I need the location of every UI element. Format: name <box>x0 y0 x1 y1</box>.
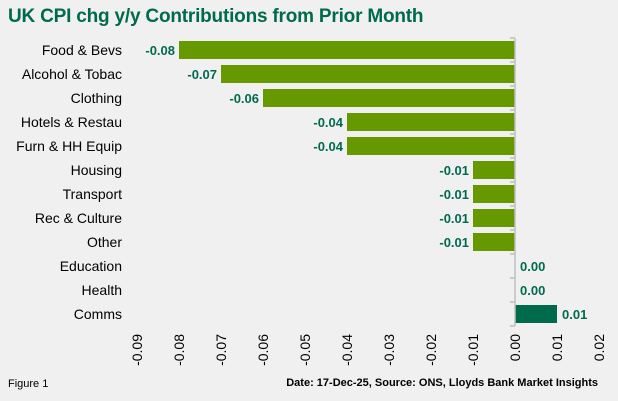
bar <box>473 185 515 203</box>
x-tick-label: 0.01 <box>549 334 565 361</box>
bar <box>179 41 515 59</box>
chart-title: UK CPI chg y/y Contributions from Prior … <box>8 6 424 27</box>
data-label: -0.01 <box>439 235 469 250</box>
category-label: Housing <box>71 162 122 178</box>
x-tick-label: -0.02 <box>423 334 439 366</box>
x-tick-label: -0.04 <box>339 334 355 366</box>
data-label: 0.01 <box>562 307 587 322</box>
category-label: Transport <box>63 186 123 202</box>
x-tick-label: -0.05 <box>297 334 313 366</box>
data-label: -0.01 <box>439 187 469 202</box>
data-label: -0.04 <box>313 115 343 130</box>
x-tick-label: -0.03 <box>381 334 397 366</box>
category-label: Furn & HH Equip <box>16 138 122 154</box>
bar <box>515 305 557 323</box>
x-tick-label: -0.07 <box>213 334 229 366</box>
bar <box>473 161 515 179</box>
bar <box>263 89 515 107</box>
bar <box>347 137 515 155</box>
value-axis-group: -0.09 -0.08 -0.07 -0.06 -0.05 -0.04 -0.03 -0.02… <box>129 37 607 366</box>
category-label: Hotels & Restau <box>21 114 122 130</box>
bar <box>221 65 515 83</box>
data-label: -0.04 <box>313 139 343 154</box>
source-note: Date: 17-Dec-25, Source: ONS, Lloyds Ban… <box>286 377 598 389</box>
data-label: -0.01 <box>439 211 469 226</box>
category-label: Health <box>82 282 122 298</box>
bar <box>473 233 515 251</box>
data-label: -0.08 <box>145 43 175 58</box>
bar <box>473 209 515 227</box>
category-label: Rec & Culture <box>35 210 122 226</box>
category-label: Food & Bevs <box>42 42 122 58</box>
data-labels-group: -0.08 -0.07 -0.06 -0.04 -0.04 -0.01 -0.01 -0.01… <box>145 43 587 322</box>
bars-group <box>179 41 557 323</box>
x-tick-label: -0.01 <box>465 334 481 366</box>
x-tick-label: -0.08 <box>171 334 187 366</box>
figure-label: Figure 1 <box>8 378 49 390</box>
data-label: -0.06 <box>229 91 259 106</box>
data-label: -0.01 <box>439 163 469 178</box>
data-label: 0.00 <box>520 283 545 298</box>
x-tick-label: 0.00 <box>507 334 523 361</box>
x-tick-label: 0.02 <box>591 334 607 361</box>
x-tick-label: -0.09 <box>129 334 145 366</box>
category-label: Clothing <box>71 90 122 106</box>
category-label: Alcohol & Tobac <box>22 66 122 82</box>
category-label: Other <box>87 234 122 250</box>
data-label: 0.00 <box>520 259 545 274</box>
x-tick-label: -0.06 <box>255 334 271 366</box>
category-label: Education <box>60 258 122 274</box>
bar <box>347 113 515 131</box>
category-labels-group: Food & Bevs Alcohol & Tobac Clothing Hotels… <box>16 42 122 322</box>
data-label: -0.07 <box>187 67 217 82</box>
category-label: Comms <box>74 306 122 322</box>
